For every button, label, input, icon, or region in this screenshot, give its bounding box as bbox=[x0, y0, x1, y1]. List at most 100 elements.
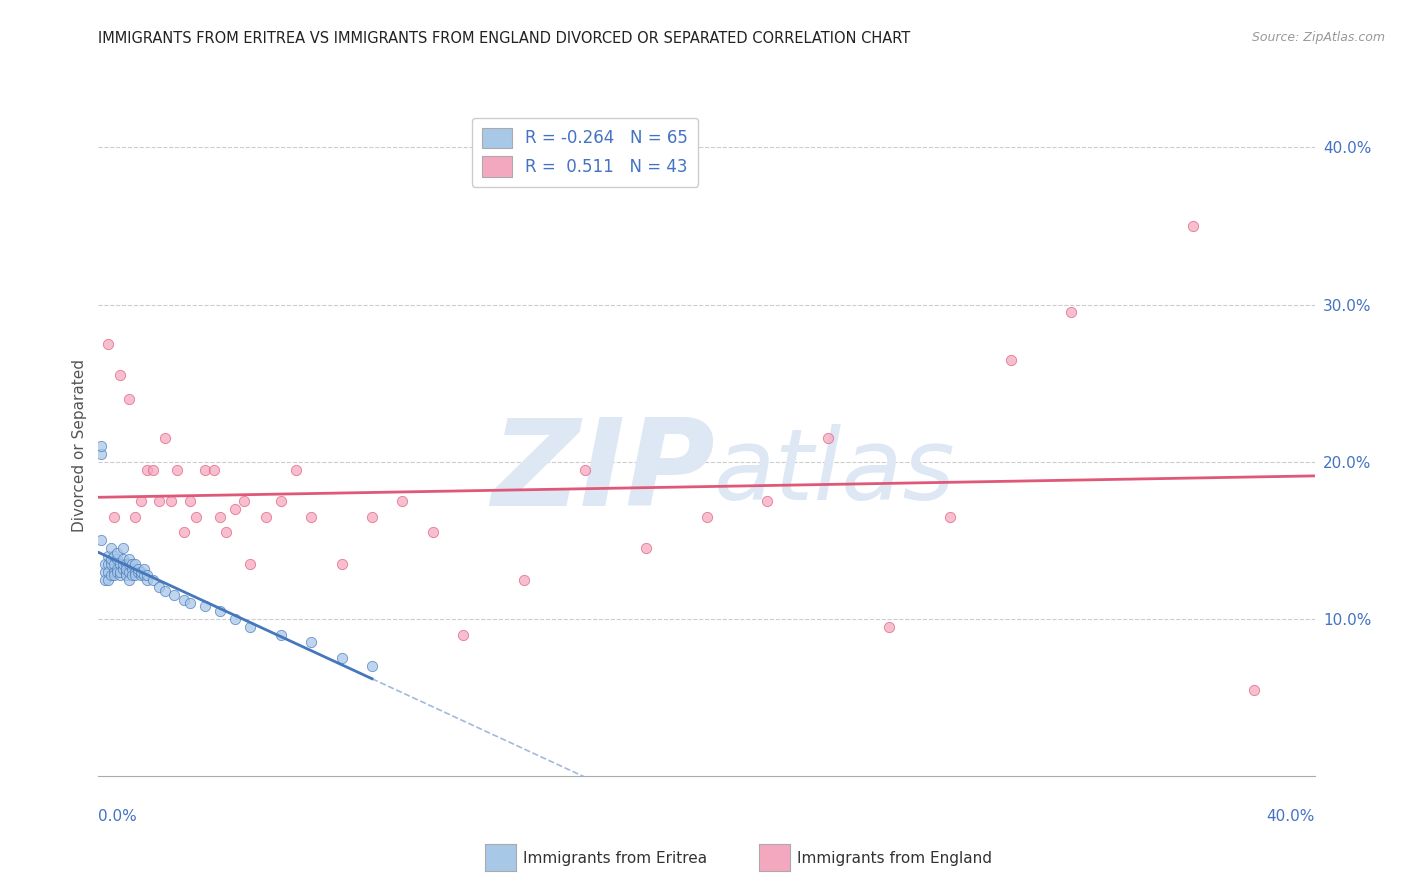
Point bbox=[142, 462, 165, 476]
Point bbox=[90, 533, 112, 548]
Point bbox=[114, 567, 136, 582]
Point bbox=[136, 567, 159, 582]
Point bbox=[90, 447, 112, 461]
Point bbox=[118, 552, 141, 566]
Point bbox=[1000, 352, 1022, 367]
Point bbox=[121, 561, 143, 575]
Point bbox=[136, 573, 159, 587]
Point bbox=[142, 573, 165, 587]
Point bbox=[118, 573, 141, 587]
Point bbox=[108, 567, 131, 582]
Point bbox=[1243, 682, 1265, 697]
Point bbox=[422, 525, 444, 540]
Point bbox=[124, 509, 146, 524]
Point bbox=[202, 462, 225, 476]
Point bbox=[361, 509, 384, 524]
Point bbox=[574, 462, 596, 476]
Point bbox=[634, 541, 657, 556]
Point bbox=[96, 549, 118, 563]
Point bbox=[239, 557, 262, 571]
Text: Immigrants from Eritrea: Immigrants from Eritrea bbox=[523, 851, 707, 865]
Point bbox=[160, 494, 183, 508]
Point bbox=[1182, 219, 1205, 233]
Point bbox=[513, 573, 536, 587]
Point bbox=[121, 567, 143, 582]
Text: 40.0%: 40.0% bbox=[1267, 809, 1315, 823]
Point bbox=[239, 620, 262, 634]
Point bbox=[129, 494, 152, 508]
Point bbox=[155, 431, 177, 445]
Point bbox=[330, 651, 353, 665]
Point bbox=[270, 494, 292, 508]
Point bbox=[756, 494, 779, 508]
Point bbox=[118, 565, 141, 579]
Text: atlas: atlas bbox=[713, 424, 955, 521]
Point bbox=[103, 557, 125, 571]
Point bbox=[148, 494, 170, 508]
Point bbox=[105, 565, 128, 579]
Point bbox=[285, 462, 308, 476]
Point bbox=[100, 541, 122, 556]
Text: Immigrants from England: Immigrants from England bbox=[797, 851, 993, 865]
Text: IMMIGRANTS FROM ERITREA VS IMMIGRANTS FROM ENGLAND DIVORCED OR SEPARATED CORRELA: IMMIGRANTS FROM ERITREA VS IMMIGRANTS FR… bbox=[98, 31, 911, 46]
Point bbox=[127, 565, 149, 579]
Point bbox=[270, 627, 292, 641]
Point bbox=[93, 573, 115, 587]
Text: 0.0%: 0.0% bbox=[98, 809, 138, 823]
Text: ZIP: ZIP bbox=[491, 414, 716, 531]
Point bbox=[103, 509, 125, 524]
Point bbox=[209, 604, 232, 618]
Point bbox=[111, 557, 134, 571]
Point bbox=[93, 557, 115, 571]
Point bbox=[129, 567, 152, 582]
Point bbox=[100, 552, 122, 566]
Point bbox=[166, 462, 188, 476]
Point bbox=[173, 525, 195, 540]
Point bbox=[939, 509, 962, 524]
Point bbox=[124, 567, 146, 582]
Point bbox=[103, 567, 125, 582]
Point bbox=[173, 593, 195, 607]
Point bbox=[184, 509, 207, 524]
Point bbox=[114, 561, 136, 575]
Point bbox=[103, 565, 125, 579]
Point bbox=[179, 494, 201, 508]
Point bbox=[108, 368, 131, 383]
Point bbox=[1060, 305, 1083, 319]
Point bbox=[254, 509, 277, 524]
Point bbox=[148, 581, 170, 595]
Point bbox=[179, 596, 201, 610]
Point bbox=[96, 565, 118, 579]
Point bbox=[108, 565, 131, 579]
Point bbox=[96, 336, 118, 351]
Point bbox=[877, 620, 900, 634]
Point bbox=[105, 546, 128, 560]
Point bbox=[118, 392, 141, 406]
Point bbox=[215, 525, 238, 540]
Point bbox=[111, 541, 134, 556]
Point bbox=[391, 494, 413, 508]
Legend: R = -0.264   N = 65, R =  0.511   N = 43: R = -0.264 N = 65, R = 0.511 N = 43 bbox=[472, 118, 697, 186]
Point bbox=[111, 561, 134, 575]
Point bbox=[129, 565, 152, 579]
Point bbox=[330, 557, 353, 571]
Point bbox=[233, 494, 256, 508]
Point bbox=[299, 509, 322, 524]
Point bbox=[105, 561, 128, 575]
Point bbox=[155, 583, 177, 598]
Point bbox=[124, 565, 146, 579]
Point bbox=[163, 588, 186, 602]
Point bbox=[108, 557, 131, 571]
Point bbox=[224, 612, 246, 626]
Point bbox=[93, 565, 115, 579]
Point bbox=[96, 557, 118, 571]
Text: Source: ZipAtlas.com: Source: ZipAtlas.com bbox=[1251, 31, 1385, 45]
Point bbox=[224, 501, 246, 516]
Point bbox=[696, 509, 718, 524]
Point bbox=[111, 552, 134, 566]
Point bbox=[96, 573, 118, 587]
Point bbox=[118, 557, 141, 571]
Point bbox=[114, 565, 136, 579]
Point bbox=[127, 561, 149, 575]
Point bbox=[361, 659, 384, 673]
